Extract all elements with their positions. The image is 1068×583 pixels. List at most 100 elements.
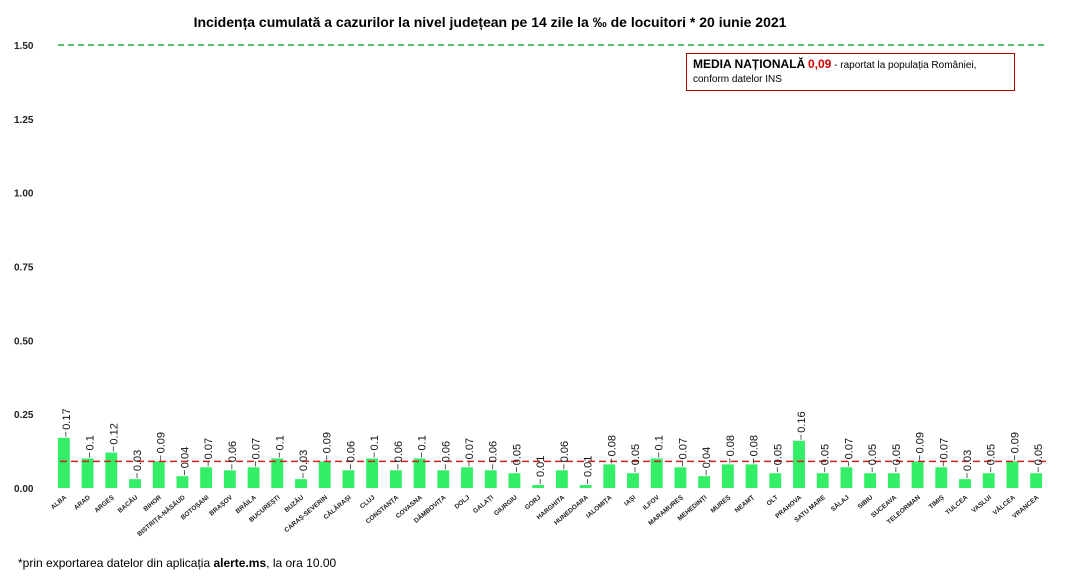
bar [223, 470, 236, 488]
x-tick-label: NEAMȚ [734, 494, 756, 514]
value-label: 0.04 [179, 447, 191, 468]
value-label: 0.09 [915, 432, 927, 453]
value-label: 0.05 [891, 444, 903, 465]
legend-value: 0,09 [808, 57, 832, 71]
value-label: 0.1 [417, 435, 429, 450]
bar [81, 458, 94, 488]
bar [176, 476, 189, 488]
bar [793, 440, 805, 488]
bars [57, 437, 1043, 488]
value-label: 0.08 [725, 435, 737, 456]
value-label: 0.07 [677, 438, 689, 459]
value-label: 0.06 [227, 441, 239, 462]
bar [627, 473, 639, 488]
bar [982, 473, 995, 488]
bar [674, 467, 687, 488]
value-label: 0.07 [843, 438, 855, 459]
bar [129, 479, 141, 488]
bar [579, 485, 592, 488]
bar [864, 473, 877, 488]
x-tick-label: GIURGIU [493, 494, 519, 517]
x-tick-label: BRĂILA [233, 492, 258, 515]
value-label: 0.17 [61, 408, 73, 429]
value-label: 0.08 [606, 435, 618, 456]
x-tick-label: TULCEA [945, 494, 970, 517]
bar [721, 464, 734, 488]
bar [247, 467, 260, 488]
value-label: 0.09 [322, 432, 334, 453]
bar [389, 470, 402, 488]
x-tick-label: IAȘI [623, 494, 637, 508]
bar [745, 464, 758, 488]
bar [318, 461, 331, 488]
legend-text-1: - raportat la populația României, [831, 60, 977, 71]
y-tick-label: 0.50 [14, 336, 34, 347]
value-label: 0.06 [393, 441, 405, 462]
bar [1006, 461, 1019, 488]
chart-title: Incidența cumulată a cazurilor la nivel … [193, 14, 787, 30]
x-tick-label: BUZĂU [282, 492, 305, 514]
x-tick-label: BRAȘOV [208, 494, 234, 518]
value-label: 0.1 [274, 435, 286, 450]
footnote-suffix: , la ora 10.00 [266, 556, 337, 570]
value-label: 0.06 [488, 441, 500, 462]
bar [271, 458, 284, 488]
x-tick-label: SĂLAJ [829, 492, 851, 513]
value-label: 0.07 [203, 438, 215, 459]
value-label: 0.05 [820, 444, 832, 465]
value-label: 0.05 [1033, 444, 1045, 465]
x-tick-label: ARGEȘ [93, 494, 116, 515]
legend-line-1: MEDIA NAȚIONALĂ 0,09 - raportat la popul… [693, 57, 1008, 73]
x-tick-label: GORJ [524, 494, 543, 511]
x-tick-label: SIBIU [857, 494, 875, 511]
x-tick-label: VRANCEA [1011, 494, 1040, 520]
value-label: 0.06 [559, 441, 571, 462]
bar [366, 458, 379, 488]
x-tick-label: BIHOR [142, 494, 163, 513]
bar [1030, 473, 1043, 488]
value-label: 0.07 [938, 438, 950, 459]
value-label: 0.03 [132, 450, 144, 471]
x-tick-label: VASLUI [971, 494, 994, 514]
value-label: 0.05 [867, 444, 879, 465]
bar [105, 452, 118, 488]
value-label: 0.08 [749, 435, 761, 456]
bar [461, 467, 473, 488]
x-tick-label: MUREȘ [710, 494, 733, 515]
y-axis: 0.00 0.25 0.50 0.75 1.00 1.25 1.50 [14, 41, 34, 495]
value-label: 0.1 [654, 435, 666, 450]
value-label: 0.07 [251, 438, 263, 459]
bar [152, 461, 165, 488]
bar [508, 473, 521, 488]
bar [603, 464, 616, 488]
legend-heading: MEDIA NAȚIONALĂ [693, 57, 806, 71]
value-label: 0.16 [796, 411, 808, 432]
value-labels: 0.17 0.1 0.12 0.03 0.09 0.04 0.07 0.06 0.07 0.1 0.… [61, 408, 1045, 485]
x-tick-label: DOLJ [453, 494, 471, 511]
value-label: 0.05 [986, 444, 998, 465]
bar [887, 473, 900, 488]
y-tick-label: 1.50 [14, 41, 34, 52]
value-label: 0.03 [962, 450, 974, 471]
value-label: 0.09 [1009, 432, 1021, 453]
value-label: 0.01 [535, 456, 547, 477]
value-label: 0.05 [772, 444, 784, 465]
value-label: 0.09 [156, 432, 168, 453]
x-tick-label: ILFOV [642, 494, 662, 512]
value-label: 0.1 [85, 435, 97, 450]
bar [816, 473, 829, 488]
bar [413, 458, 426, 488]
y-tick-label: 0.25 [14, 410, 34, 421]
bar [437, 470, 450, 488]
value-label: 0.05 [630, 444, 642, 465]
x-tick-label: TIMIȘ [928, 494, 946, 511]
bar [342, 470, 355, 488]
value-label: 0.07 [464, 438, 476, 459]
legend-text-2: conform datelor INS [693, 74, 782, 85]
bar [295, 479, 307, 488]
bar [650, 458, 663, 488]
y-tick-label: 0.00 [14, 484, 34, 495]
value-label: 0.01 [583, 456, 595, 477]
y-tick-label: 0.75 [14, 263, 34, 274]
